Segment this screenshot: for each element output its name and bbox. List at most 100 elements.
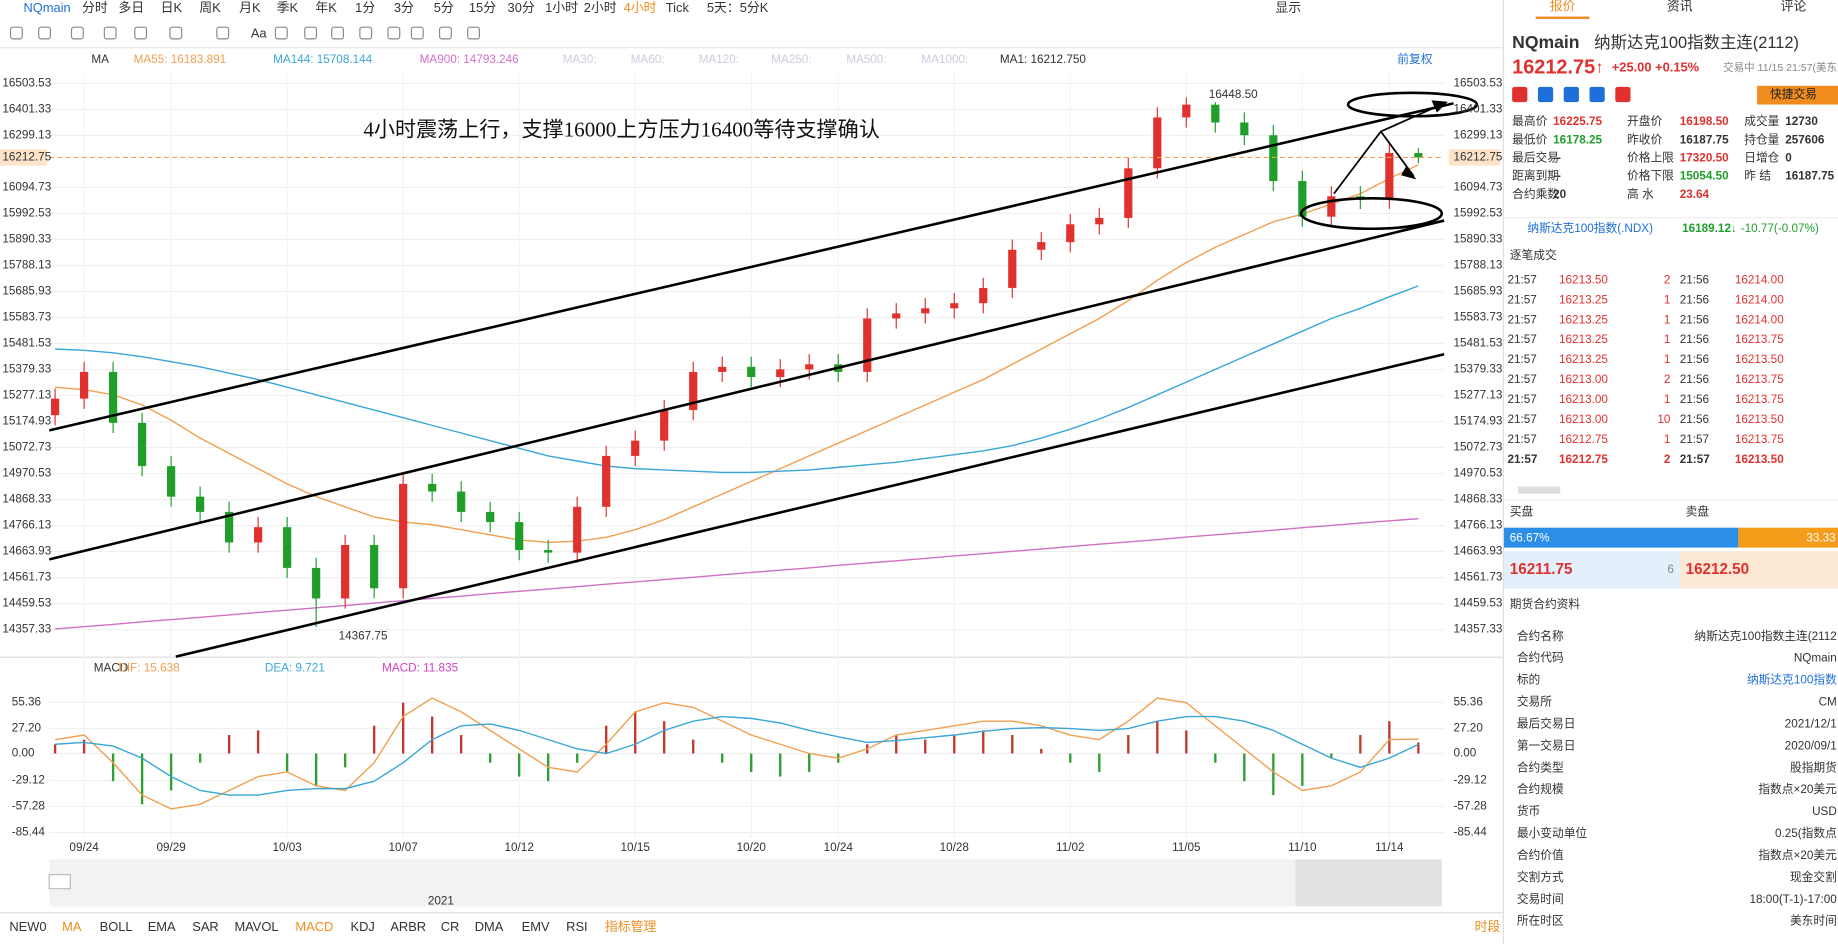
tool-icon[interactable]: [216, 26, 230, 40]
trade-time: 21:56: [1680, 313, 1709, 326]
trade-time: 21:56: [1680, 393, 1709, 406]
panel-tab[interactable]: 评论: [1781, 0, 1807, 14]
period-tab[interactable]: 5分: [434, 0, 454, 15]
tool-icon[interactable]: [103, 26, 117, 40]
tool-icon[interactable]: [9, 26, 23, 40]
y-tick-label: 14459.53: [1454, 597, 1503, 610]
period-tab[interactable]: 2小时: [584, 0, 617, 15]
price-tag: [0, 149, 47, 166]
adjust-menu[interactable]: 前复权: [1397, 52, 1432, 66]
panel-tab[interactable]: 资讯: [1667, 0, 1693, 14]
trade-size: 1: [1664, 353, 1671, 366]
tool-icon[interactable]: [38, 26, 51, 40]
stat-value: 16187.75: [1785, 170, 1834, 183]
scroller[interactable]: [49, 859, 1442, 907]
indicator-tab[interactable]: NEW0: [9, 919, 46, 934]
tool-icon[interactable]: [1563, 86, 1579, 103]
y-tick-label: 16503.53: [2, 77, 51, 90]
tool-icon[interactable]: [1512, 86, 1528, 103]
period-tab[interactable]: 30分: [508, 0, 535, 15]
candle-body: [1124, 168, 1133, 218]
info-value: 指数点×20美元: [1758, 848, 1837, 862]
tool-icon[interactable]: [169, 26, 183, 40]
tool-icon[interactable]: [304, 26, 318, 40]
price-tag: [1448, 149, 1501, 166]
indicator-tab[interactable]: RSI: [566, 919, 587, 934]
tool-icon[interactable]: [1589, 86, 1605, 103]
candle-body: [1327, 196, 1336, 217]
trade-time: 21:57: [1507, 273, 1536, 286]
scroller-handle[interactable]: [48, 874, 71, 890]
tool-icon[interactable]: [274, 26, 288, 40]
indicator-tab[interactable]: MA: [62, 919, 82, 934]
indicator-tab[interactable]: MACD: [295, 919, 333, 934]
tool-icon[interactable]: [70, 26, 84, 40]
bid-label: 买盘: [1510, 505, 1534, 519]
indicator-tab[interactable]: ARBR: [390, 919, 426, 934]
trade-size: 2: [1664, 453, 1671, 466]
period-tab[interactable]: 日K: [161, 0, 183, 15]
trend-line: [48, 102, 1454, 432]
info-value: NQmain: [1794, 652, 1837, 665]
tool-icon[interactable]: [359, 26, 373, 40]
font-tool[interactable]: Aa: [251, 26, 268, 41]
y-tick-label: 15685.93: [2, 285, 51, 298]
candle-body: [196, 496, 205, 512]
bid-size: 6: [1667, 563, 1674, 576]
tool-icon[interactable]: [467, 26, 481, 40]
candle-body: [950, 303, 959, 309]
quick-trade-button[interactable]: [1757, 85, 1838, 105]
section-title: 逐笔成交: [1510, 248, 1557, 262]
y-tick-label: 14357.33: [2, 623, 51, 636]
index-name[interactable]: 纳斯达克100指数(.NDX): [1527, 221, 1653, 235]
y-tick-label: -29.12: [1454, 773, 1487, 786]
indicator-tab[interactable]: MAVOL: [234, 919, 278, 934]
indicator-tab[interactable]: 指标管理: [605, 919, 657, 934]
tool-icon[interactable]: [387, 26, 401, 40]
period-tab[interactable]: 5天：5分K: [707, 0, 769, 15]
ask-label: 卖盘: [1686, 505, 1710, 519]
legend-entry: MA55: 16183.891: [134, 53, 227, 66]
period-tab[interactable]: 3分: [394, 0, 414, 15]
last-price-label: 16212.75: [2, 151, 51, 164]
tool-icon[interactable]: [331, 26, 345, 40]
indicator-tab[interactable]: DMA: [475, 919, 504, 934]
period-tab[interactable]: 周K: [199, 0, 221, 15]
indicator-tab[interactable]: EMA: [148, 919, 176, 934]
period-tab[interactable]: 1小时: [545, 0, 578, 15]
stat-value: 23.64: [1680, 188, 1710, 201]
quick-trade[interactable]: 快捷交易: [1770, 87, 1817, 101]
tool-icon[interactable]: [134, 26, 148, 40]
indicator-tab[interactable]: SAR: [192, 919, 218, 934]
panel-tab[interactable]: 报价: [1550, 0, 1576, 14]
indicator-tab[interactable]: EMV: [522, 919, 550, 934]
period-menu[interactable]: 时段: [1475, 919, 1501, 934]
period-tab[interactable]: 15分: [469, 0, 496, 15]
scroller-thumb[interactable]: [1295, 859, 1442, 907]
period-tab[interactable]: 年K: [315, 0, 337, 15]
legend-entry: MACD: 11.835: [382, 661, 458, 674]
period-tab[interactable]: 4小时: [624, 0, 657, 15]
candle-body: [892, 313, 901, 319]
period-tab[interactable]: 多日: [118, 0, 144, 15]
display-menu[interactable]: 显示: [1275, 0, 1301, 15]
trade-price: 16214.00: [1735, 273, 1784, 286]
indicator-name: MA: [91, 53, 109, 66]
period-tab[interactable]: 1分: [355, 0, 375, 15]
indicator-tab[interactable]: BOLL: [100, 919, 133, 934]
period-tab[interactable]: 分时: [82, 0, 108, 15]
stat-value: 16225.75: [1553, 115, 1602, 128]
period-tab[interactable]: 季K: [277, 0, 299, 15]
stat-label: 日增仓: [1744, 151, 1779, 165]
period-tab[interactable]: 月K: [239, 0, 261, 15]
indicator-tab[interactable]: CR: [441, 919, 460, 934]
period-tab[interactable]: Tick: [666, 0, 690, 15]
tool-icon[interactable]: [438, 26, 452, 40]
trade-price: 16213.25: [1559, 353, 1608, 366]
tool-icon[interactable]: [1537, 86, 1554, 103]
tool-icon[interactable]: [410, 26, 424, 40]
stat-label: 最后交易: [1512, 151, 1559, 165]
tool-icon[interactable]: [1615, 86, 1631, 103]
indicator-tab[interactable]: KDJ: [350, 919, 374, 934]
